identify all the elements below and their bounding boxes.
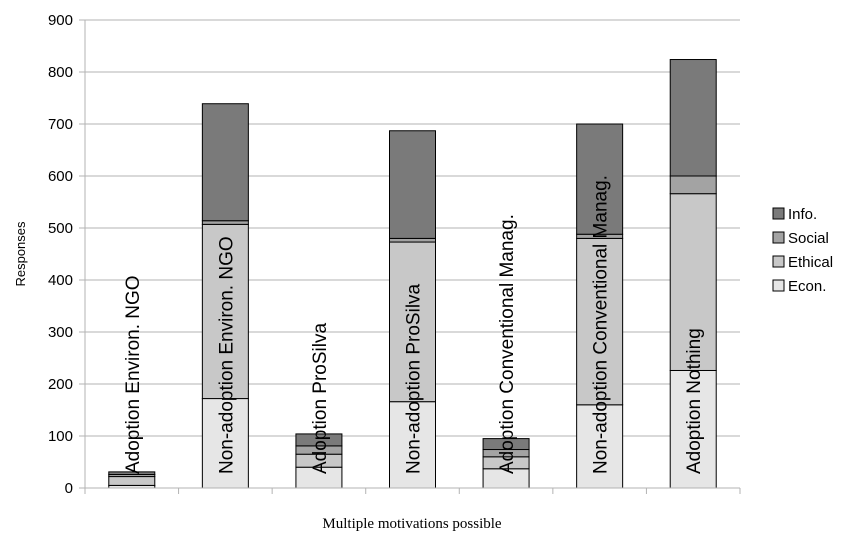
- bar-segment-social: [389, 237, 436, 243]
- y-tick-label: 200: [48, 376, 73, 393]
- bar-segment-info: [669, 59, 717, 177]
- y-tick-label: 300: [48, 324, 73, 341]
- category-label: Non-adoption ProSilva: [404, 283, 425, 474]
- bar-segment-social: [669, 175, 717, 195]
- bar-segment-ethical: [201, 223, 249, 400]
- bar-segment-info: [389, 130, 436, 239]
- legend-swatch: [772, 279, 785, 292]
- category-label: Adoption Conventional Manag.: [497, 214, 518, 474]
- bar-segment-info: [482, 438, 530, 451]
- category-labels: Adoption Environ. NGO Non-adoption Enviro…: [123, 175, 705, 474]
- bar-segment-info: [201, 103, 249, 222]
- bar-segment-ethical: [669, 193, 717, 371]
- y-tick-label: 700: [48, 116, 73, 133]
- bar-segment-ethical: [108, 476, 156, 486]
- x-axis-label: Multiple motivations possible: [322, 516, 502, 532]
- bar-segment-ethical: [389, 241, 436, 403]
- y-tick-label: 500: [48, 220, 73, 237]
- legend-swatch: [772, 231, 785, 244]
- legend: Info. Social Ethical Econ.: [772, 206, 833, 295]
- bar-segment-econ: [576, 404, 624, 489]
- category-label: Non-adoption Conventional Manag.: [591, 175, 612, 474]
- category-label: Adoption ProSilva: [310, 323, 331, 474]
- axes: [84, 20, 741, 494]
- legend-label: Info.: [788, 206, 817, 223]
- legend-label: Econ.: [788, 278, 826, 295]
- y-tick-label: 900: [48, 12, 73, 29]
- bar-segment-econ: [389, 401, 436, 489]
- legend-label: Social: [788, 230, 829, 247]
- bar-segment-info: [576, 123, 624, 235]
- legend-swatch: [772, 207, 785, 220]
- bar-segment-info: [108, 471, 156, 475]
- y-tick-label: 100: [48, 428, 73, 445]
- bar-segment-ethical: [576, 237, 624, 406]
- y-tick-label: 800: [48, 64, 73, 81]
- y-axis-label: Responses: [13, 221, 28, 287]
- category-label: Non-adoption Environ. NGO: [216, 236, 237, 474]
- legend-swatch: [772, 255, 785, 268]
- bar-segment-social: [201, 220, 249, 225]
- y-tick-label: 0: [65, 480, 73, 497]
- bars: [108, 59, 717, 489]
- y-tick-label: 600: [48, 168, 73, 185]
- y-tick-label: 400: [48, 272, 73, 289]
- category-label: Adoption Environ. NGO: [123, 275, 144, 474]
- y-axis-ticks: 0 100 200 300 400 500 600 700 800 900: [48, 12, 85, 497]
- category-label: Adoption Nothing: [684, 328, 705, 474]
- legend-label: Ethical: [788, 254, 833, 271]
- bar-segment-info: [295, 433, 343, 447]
